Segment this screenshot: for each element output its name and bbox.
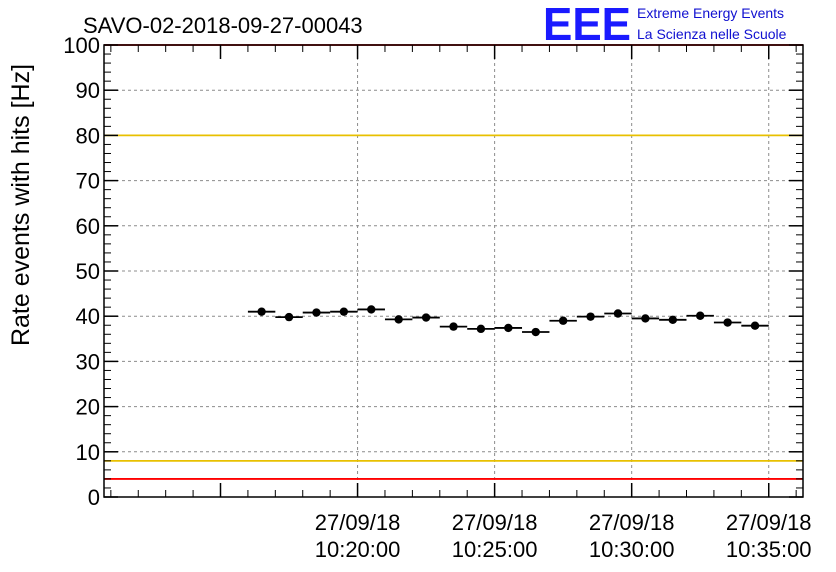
x-tick-date-35: 27/09/18 (726, 510, 812, 535)
data-point-19 (741, 321, 769, 330)
y-axis-label: Rate events with hits [Hz] (7, 64, 35, 346)
data-point-2 (275, 312, 303, 322)
y-tick-label-80: 80 (76, 123, 100, 148)
point-marker (312, 308, 321, 317)
x-tick-date-25: 27/09/18 (452, 510, 538, 535)
logo-line-2: La Scienza nelle Scuole (637, 26, 787, 42)
point-marker (421, 313, 431, 322)
y-tick-label-50: 50 (76, 259, 100, 284)
data-point-13 (576, 312, 605, 321)
run-title: SAVO-02-2018-09-27-00043 (83, 13, 363, 38)
data-point-1 (247, 307, 276, 316)
point-marker (394, 315, 403, 324)
point-marker (723, 318, 732, 327)
data-point-18 (713, 318, 742, 327)
data-point-10 (494, 323, 523, 333)
data-point-7 (412, 313, 440, 322)
y-tick-label-0: 0 (88, 485, 100, 510)
y-tick-label-70: 70 (76, 169, 100, 194)
point-marker (531, 327, 540, 337)
point-marker (696, 311, 705, 320)
point-marker (284, 312, 294, 322)
point-marker (613, 309, 623, 318)
logo-line-1: Extreme Energy Events (637, 5, 784, 21)
data-point-12 (549, 316, 577, 325)
x-tick-time-35: 10:35:00 (726, 537, 812, 562)
data-point-11 (522, 327, 550, 337)
y-axis-ticks: 0 10 20 30 40 50 60 70 80 90 100 (63, 33, 803, 510)
x-tick-time-30: 10:30:00 (589, 537, 675, 562)
point-marker (504, 323, 513, 333)
y-tick-label-100: 100 (63, 33, 100, 58)
point-marker (558, 316, 568, 325)
x-tick-time-25: 10:25:00 (452, 537, 538, 562)
data-point-15 (631, 314, 660, 323)
x-axis-ticks: 27/09/1810:20:0027/09/1810:25:0027/09/18… (110, 45, 812, 562)
y-tick-label-10: 10 (76, 440, 100, 465)
x-tick-date-20: 27/09/18 (315, 510, 401, 535)
point-marker (641, 314, 650, 323)
logo-mark: EEE (543, 0, 631, 50)
grid-lines (104, 45, 803, 497)
x-tick-time-20: 10:20:00 (315, 537, 401, 562)
y-tick-label-60: 60 (76, 214, 100, 239)
eee-logo: EEE Extreme Energy Events La Scienza nel… (543, 0, 787, 50)
x-tick-date-30: 27/09/18 (589, 510, 675, 535)
point-marker (476, 324, 486, 334)
point-marker (257, 307, 266, 316)
data-point-9 (467, 324, 495, 334)
data-points (247, 305, 769, 337)
data-point-5 (357, 305, 385, 314)
y-tick-label-20: 20 (76, 395, 100, 420)
data-point-3 (302, 308, 331, 317)
data-point-4 (330, 307, 358, 316)
data-point-16 (659, 315, 687, 325)
data-point-6 (384, 315, 413, 324)
y-tick-label-30: 30 (76, 349, 100, 374)
data-point-8 (439, 322, 468, 331)
point-marker (586, 312, 595, 321)
y-tick-label-90: 90 (76, 78, 100, 103)
data-point-14 (604, 309, 632, 318)
point-marker (668, 315, 677, 325)
point-marker (339, 307, 349, 316)
point-marker (750, 321, 760, 330)
threshold-lines (104, 44, 803, 480)
y-tick-label-40: 40 (76, 304, 100, 329)
data-point-17 (686, 311, 714, 320)
point-marker (449, 322, 458, 331)
point-marker (367, 305, 376, 314)
